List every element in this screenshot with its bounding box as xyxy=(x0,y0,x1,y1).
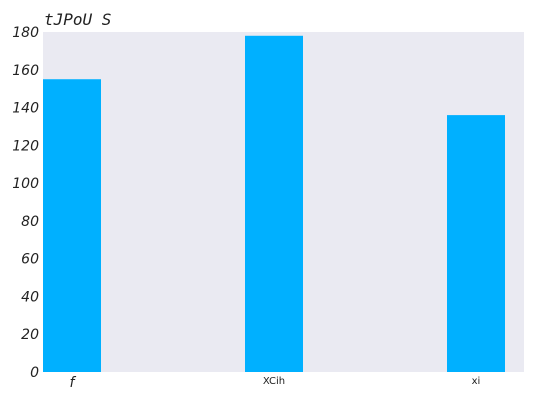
x-tick-label: xi xyxy=(472,376,481,387)
bar-XCih xyxy=(245,35,303,373)
bar-f xyxy=(43,79,101,372)
bar-xi xyxy=(447,115,505,372)
y-axis: 0 20 40 60 80 100 120 140 160 180 xyxy=(12,25,39,381)
y-tick-label: 60 xyxy=(21,252,39,268)
y-tick-label: 80 xyxy=(21,214,39,230)
chart-title: tJPoU S xyxy=(44,10,111,29)
y-tick-label: 100 xyxy=(12,176,39,192)
bars-group xyxy=(43,35,505,373)
y-tick-label: 140 xyxy=(12,101,39,117)
y-tick-label: 40 xyxy=(21,289,39,305)
y-tick-label: 180 xyxy=(12,25,39,41)
y-tick-label: 160 xyxy=(12,63,39,79)
y-tick-label: 0 xyxy=(30,365,39,381)
x-tick-label: f xyxy=(70,375,77,391)
x-tick-label: XCih xyxy=(263,376,285,387)
y-tick-label: 20 xyxy=(21,327,39,343)
y-tick-label: 120 xyxy=(12,138,39,154)
x-axis: f XCih xi xyxy=(70,375,481,391)
